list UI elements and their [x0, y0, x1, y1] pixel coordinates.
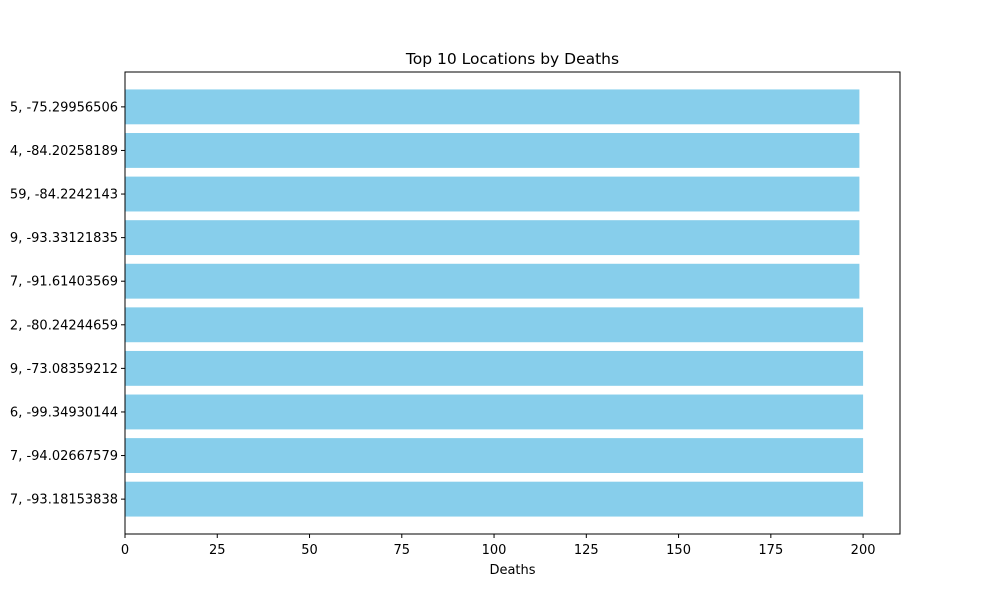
bar	[125, 89, 860, 125]
plot-frame	[124, 71, 901, 535]
y-tick-label: 6, -99.34930144	[10, 405, 118, 420]
bars-group	[125, 89, 864, 517]
x-axis-label: Deaths	[489, 563, 535, 578]
y-tick-label: 5, -75.29956506	[10, 100, 118, 115]
y-tick-label: 7, -94.02667579	[10, 449, 118, 464]
x-tick-label: 0	[121, 543, 129, 558]
y-tick-label: 7, -91.61403569	[10, 275, 118, 290]
bar	[125, 350, 864, 386]
bar	[125, 220, 860, 256]
x-tick-label: 100	[482, 543, 507, 558]
y-tick-label: 4, -84.20258189	[10, 144, 118, 159]
bar	[125, 133, 860, 168]
y-tick-label: 7, -93.18153838	[10, 493, 118, 508]
x-tick-label: 50	[301, 543, 318, 558]
chart-title: Top 10 Locations by Deaths	[405, 50, 619, 68]
y-tick-label: 2, -80.24244659	[10, 318, 118, 333]
bar	[125, 394, 864, 430]
y-tick-label: 9, -93.33121835	[10, 231, 118, 246]
y-tick-label: 59, -84.2242143	[10, 188, 118, 203]
bar	[125, 176, 860, 212]
x-tick-label: 200	[851, 543, 876, 558]
bar	[125, 307, 864, 343]
x-tick-label: 150	[666, 543, 691, 558]
x-axis-ticks: 0 25 50 75 100 125 150 175 200	[121, 534, 876, 558]
bar	[125, 438, 864, 473]
x-tick-label: 175	[758, 543, 783, 558]
y-tick-label: 9, -73.08359212	[10, 362, 118, 377]
x-tick-label: 25	[209, 543, 226, 558]
y-axis-ticks: 5, -75.29956506 4, -84.20258189 59, -84.22…	[10, 100, 125, 508]
bar	[125, 481, 864, 517]
x-tick-label: 125	[574, 543, 599, 558]
bar	[125, 263, 860, 299]
x-tick-label: 75	[394, 543, 411, 558]
